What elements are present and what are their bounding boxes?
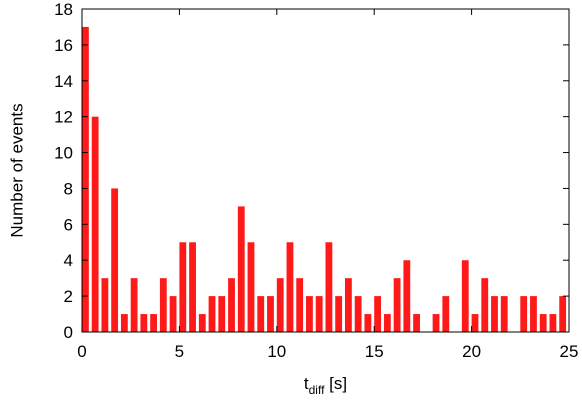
bar-14: [354, 296, 362, 332]
bar-10: [276, 278, 284, 332]
y-tick-label: 0: [64, 323, 73, 342]
plot-frame: [81, 8, 570, 333]
bar-15: [374, 296, 382, 332]
bar-0: [82, 26, 89, 332]
bar-5: [179, 242, 187, 332]
bar-23: [530, 296, 537, 332]
bar-22.5: [520, 296, 528, 332]
bar-9: [257, 296, 265, 332]
bar-11: [296, 278, 304, 332]
bar-7.5: [228, 278, 235, 332]
x-axis-label-main: t: [304, 374, 309, 393]
bar-13.5: [344, 278, 352, 332]
y-tick-label: 18: [54, 0, 73, 19]
bar-0.5: [91, 116, 99, 332]
x-axis-label-unit: [s]: [324, 374, 347, 393]
bar-14.5: [364, 314, 372, 332]
bar-23.5: [539, 314, 547, 332]
bar-5.5: [189, 242, 196, 332]
tick-labels-group: 0 5 10 15 20 25 0 2 4 6 8 10 12 14 16 18: [54, 0, 578, 361]
bar-20: [471, 314, 479, 332]
bar-15.5: [383, 314, 391, 332]
bar-11.5: [306, 296, 313, 332]
bar-12.5: [325, 242, 333, 332]
bar-24.5: [559, 296, 567, 332]
x-tick-label: 10: [267, 342, 286, 361]
x-tick-label: 0: [77, 342, 86, 361]
y-tick-label: 16: [54, 36, 73, 55]
x-tick-label: 25: [560, 342, 579, 361]
bar-18: [432, 314, 440, 332]
x-axis-label: tdiff [s]: [304, 374, 347, 397]
y-axis-label: Number of events: [7, 103, 26, 237]
y-tick-label: 8: [64, 179, 73, 198]
x-axis-label-sub: diff: [309, 383, 325, 397]
y-tick-label: 4: [64, 251, 73, 270]
bar-3.5: [150, 314, 157, 332]
bar-1: [101, 278, 109, 332]
y-tick-label: 2: [64, 287, 73, 306]
bar-17: [413, 314, 420, 332]
bar-21.5: [500, 296, 508, 332]
bar-18.5: [442, 296, 450, 332]
bar-9.5: [267, 296, 274, 332]
bar-10.5: [286, 242, 294, 332]
x-tick-label: 5: [175, 342, 184, 361]
y-tick-label: 14: [54, 72, 73, 91]
bars-group: [82, 26, 567, 332]
bar-16.5: [403, 260, 411, 332]
bar-6.5: [208, 296, 216, 332]
bar-20.5: [481, 278, 489, 332]
bar-21: [491, 296, 498, 332]
y-tick-label: 6: [64, 215, 73, 234]
bar-2: [120, 314, 128, 332]
bar-7: [218, 296, 226, 332]
bar-1.5: [111, 188, 119, 332]
y-tick-label: 12: [54, 108, 73, 127]
bar-13: [335, 296, 343, 332]
y-tick-label: 10: [54, 144, 73, 163]
bar-3: [140, 314, 148, 332]
x-tick-label: 15: [365, 342, 384, 361]
bar-16: [393, 278, 401, 332]
x-tick-label: 20: [462, 342, 481, 361]
bar-4: [159, 278, 167, 332]
bar-4.5: [169, 296, 177, 332]
bar-24: [549, 314, 557, 332]
bar-19.5: [461, 260, 469, 332]
bar-6: [198, 314, 206, 332]
bar-8: [237, 206, 245, 332]
bar-2.5: [130, 278, 138, 332]
bar-8.5: [247, 242, 255, 332]
bar-12: [315, 296, 323, 332]
